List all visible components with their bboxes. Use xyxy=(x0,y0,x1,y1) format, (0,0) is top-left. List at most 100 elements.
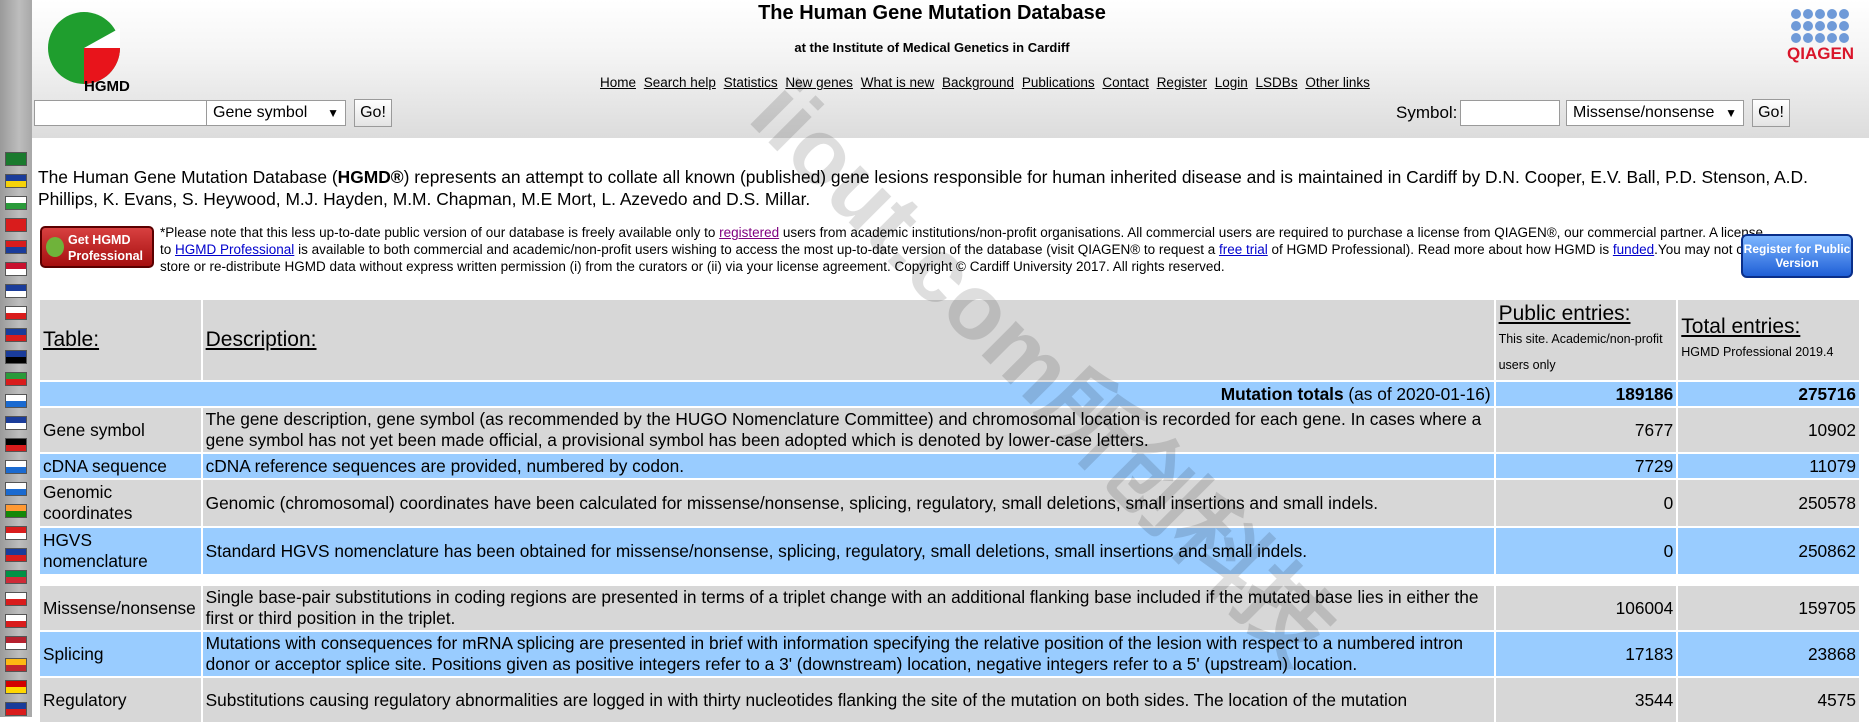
header-total-cell: Total entries: HGMD Professional 2019.4 xyxy=(1676,298,1861,382)
language-flag-icon[interactable] xyxy=(5,372,27,386)
language-flag-icon[interactable] xyxy=(5,350,27,364)
nav-what-is-new-link[interactable]: What is new xyxy=(860,75,935,90)
hgmd-mini-logo-icon xyxy=(46,237,64,257)
nav-background-link[interactable]: Background xyxy=(942,75,1015,90)
table-row: Splicing Mutations with consequences for… xyxy=(38,630,1861,678)
row-total: 4575 xyxy=(1676,676,1861,724)
table-row: Genomic coordinates Genomic (chromosomal… xyxy=(38,478,1861,528)
language-flag-icon[interactable] xyxy=(5,328,27,342)
language-flag-icon[interactable] xyxy=(5,680,27,694)
gene-search-input[interactable] xyxy=(34,100,232,126)
register-public-version-button[interactable]: Register for Public Version xyxy=(1741,234,1853,278)
table-row: Regulatory Substitutions causing regulat… xyxy=(38,676,1861,724)
search-field-select[interactable]: Gene symbol ▼ xyxy=(206,100,346,126)
nav-home-link[interactable]: Home xyxy=(600,75,637,90)
nav-search-help-link[interactable]: Search help xyxy=(643,75,716,90)
row-name[interactable]: Missense/nonsense xyxy=(38,584,203,632)
totals-label-cell: Mutation totals (as of 2020-01-16) xyxy=(38,380,1496,408)
mutation-type-select[interactable]: Missense/nonsense ▼ xyxy=(1566,100,1744,126)
language-flag-icon[interactable] xyxy=(5,196,27,210)
notice-text: *Please note that this less up-to-date p… xyxy=(160,224,1768,275)
nav-login-link[interactable]: Login xyxy=(1214,75,1248,90)
table-row: cDNA sequence cDNA reference sequences a… xyxy=(38,452,1861,480)
row-name[interactable]: Splicing xyxy=(38,630,203,678)
language-flag-icon[interactable] xyxy=(5,526,27,540)
row-public: 0 xyxy=(1493,478,1679,528)
nav-statistics-link[interactable]: Statistics xyxy=(723,75,778,90)
header-table-label: Table: xyxy=(43,328,100,351)
language-flag-icon[interactable] xyxy=(5,614,27,628)
language-flag-icon[interactable] xyxy=(5,636,27,650)
qiagen-logo-icon[interactable] xyxy=(1788,8,1860,44)
row-public: 7677 xyxy=(1493,406,1679,454)
get-hgmd-professional-button[interactable]: Get HGMD Professional xyxy=(40,226,154,268)
search-field-select-value: Gene symbol xyxy=(213,104,308,121)
nav-register-link[interactable]: Register xyxy=(1156,75,1207,90)
row-total: 250578 xyxy=(1676,478,1861,528)
hgmd-logo-icon[interactable] xyxy=(44,8,144,98)
header-table-cell: Table: xyxy=(38,298,203,382)
row-description: The gene description, gene symbol (as re… xyxy=(200,406,1496,454)
row-public: 3544 xyxy=(1493,676,1679,724)
free-trial-link[interactable]: free trial xyxy=(1218,242,1268,257)
language-flag-icon[interactable] xyxy=(5,240,27,254)
language-flag-icon[interactable] xyxy=(5,306,27,320)
language-flag-icon[interactable] xyxy=(5,438,27,452)
totals-total-cell: 275716 xyxy=(1676,380,1861,408)
language-flag-icon[interactable] xyxy=(5,262,27,276)
registered-link[interactable]: registered xyxy=(719,225,780,240)
table-header-row: Table: Description: Public entries: This… xyxy=(38,298,1861,382)
intro-paragraph: The Human Gene Mutation Database (HGMD®)… xyxy=(38,166,1828,210)
mutation-totals-row: Mutation totals (as of 2020-01-16) 18918… xyxy=(38,380,1861,408)
notice-text-1: *Please note that this less up-to-date p… xyxy=(160,225,720,240)
language-flag-icon[interactable] xyxy=(5,284,27,298)
license-notice: Get HGMD Professional *Please note that … xyxy=(38,224,1863,286)
language-flag-icon[interactable] xyxy=(5,416,27,430)
language-flag-icon[interactable] xyxy=(5,548,27,562)
language-flag-icon[interactable] xyxy=(5,658,27,672)
header-public-note: This site. Academic/non-profit users onl… xyxy=(1498,332,1663,372)
intro-text-post: ) represents an attempt to collate all k… xyxy=(38,167,1808,209)
symbol-search-input[interactable] xyxy=(1460,100,1560,126)
row-description: Genomic (chromosomal) coordinates have b… xyxy=(200,478,1496,528)
language-flag-icon[interactable] xyxy=(5,482,27,496)
nav-lsdbs-link[interactable]: LSDBs xyxy=(1255,75,1298,90)
row-public: 106004 xyxy=(1493,584,1679,632)
language-flag-icon[interactable] xyxy=(5,504,27,518)
language-flag-icon[interactable] xyxy=(5,460,27,474)
site-title: The Human Gene Mutation Database xyxy=(758,2,1106,24)
row-name[interactable]: HGVS nomenclature xyxy=(38,526,203,576)
totals-public-cell: 189186 xyxy=(1493,380,1679,408)
hgmd-professional-link[interactable]: HGMD Professional xyxy=(175,242,295,257)
go-button-right[interactable]: Go! xyxy=(1752,99,1790,127)
row-public: 17183 xyxy=(1493,630,1679,678)
chevron-down-icon: ▼ xyxy=(1725,106,1737,120)
row-name[interactable]: Gene symbol xyxy=(38,406,203,454)
language-flag-icon[interactable] xyxy=(5,152,27,166)
site-subtitle: at the Institute of Medical Genetics in … xyxy=(794,40,1070,55)
language-flag-icon[interactable] xyxy=(5,394,27,408)
nav-new-genes-link[interactable]: New genes xyxy=(785,75,853,90)
row-name[interactable]: Genomic coordinates xyxy=(38,478,203,528)
totals-public-value: 189186 xyxy=(1615,383,1674,404)
row-name[interactable]: Regulatory xyxy=(38,676,203,724)
funded-link[interactable]: funded xyxy=(1612,242,1655,257)
nav-other-links-link[interactable]: Other links xyxy=(1305,75,1370,90)
totals-label-bold: Mutation totals xyxy=(1220,383,1344,404)
table-row: Missense/nonsense Single base-pair subst… xyxy=(38,584,1861,632)
language-flag-icon[interactable] xyxy=(5,218,27,232)
go-button-left[interactable]: Go! xyxy=(354,99,392,127)
nav-contact-link[interactable]: Contact xyxy=(1102,75,1149,90)
row-description: Substitutions causing regulatory abnorma… xyxy=(200,676,1496,724)
chevron-down-icon: ▼ xyxy=(327,106,339,120)
language-flag-icon[interactable] xyxy=(5,174,27,188)
language-flag-icon[interactable] xyxy=(5,702,27,716)
nav-publications-link[interactable]: Publications xyxy=(1021,75,1095,90)
language-flag-icon[interactable] xyxy=(5,592,27,606)
language-flag-icon[interactable] xyxy=(5,570,27,584)
header-description-cell: Description: xyxy=(200,298,1496,382)
qiagen-logo-text: QIAGEN xyxy=(1787,44,1855,63)
table-row: HGVS nomenclature Standard HGVS nomencla… xyxy=(38,526,1861,576)
row-name[interactable]: cDNA sequence xyxy=(38,452,203,480)
notice-text-4: of HGMD Professional). Read more about h… xyxy=(1267,242,1613,257)
